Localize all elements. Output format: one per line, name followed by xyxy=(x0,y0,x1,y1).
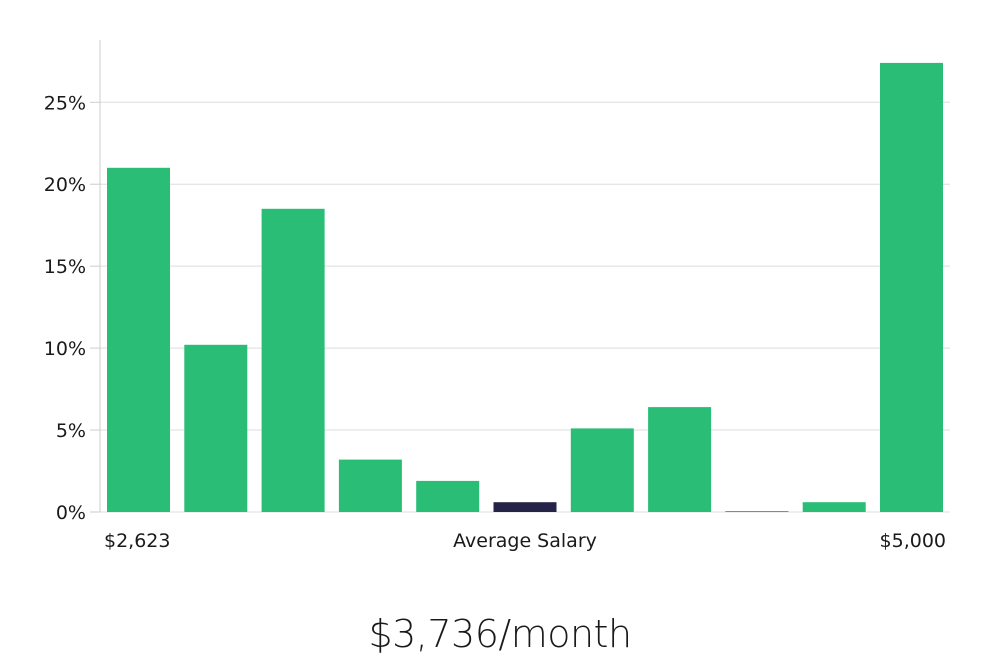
bar xyxy=(338,459,402,512)
bar xyxy=(648,407,712,512)
average-salary-headline: $3,736/month xyxy=(368,612,632,656)
bar xyxy=(261,208,325,513)
bars xyxy=(107,62,943,513)
bar xyxy=(725,511,789,512)
bar-highlighted xyxy=(493,502,557,512)
bar xyxy=(416,480,480,512)
y-tick-label: 5% xyxy=(56,420,86,442)
y-tick-label: 10% xyxy=(44,338,86,360)
x-range-max-label: $5,000 xyxy=(880,530,946,552)
x-range-min-label: $2,623 xyxy=(104,530,170,552)
y-axis-ticks: 0% 5% 10% 15% 20% 25% xyxy=(44,92,100,524)
y-tick-label: 15% xyxy=(44,256,86,278)
y-tick-label: 25% xyxy=(44,92,86,114)
bar xyxy=(880,62,943,513)
bar xyxy=(570,428,634,512)
x-axis-title: Average Salary xyxy=(453,530,597,552)
bar xyxy=(184,344,248,512)
y-tick-label: 0% xyxy=(56,502,86,524)
chart-canvas: 0% 5% 10% 15% 20% 25% $2,623 Average Salary $… xyxy=(44,40,950,552)
bar xyxy=(802,502,866,512)
y-tick-label: 20% xyxy=(44,174,86,196)
bar xyxy=(107,167,170,513)
